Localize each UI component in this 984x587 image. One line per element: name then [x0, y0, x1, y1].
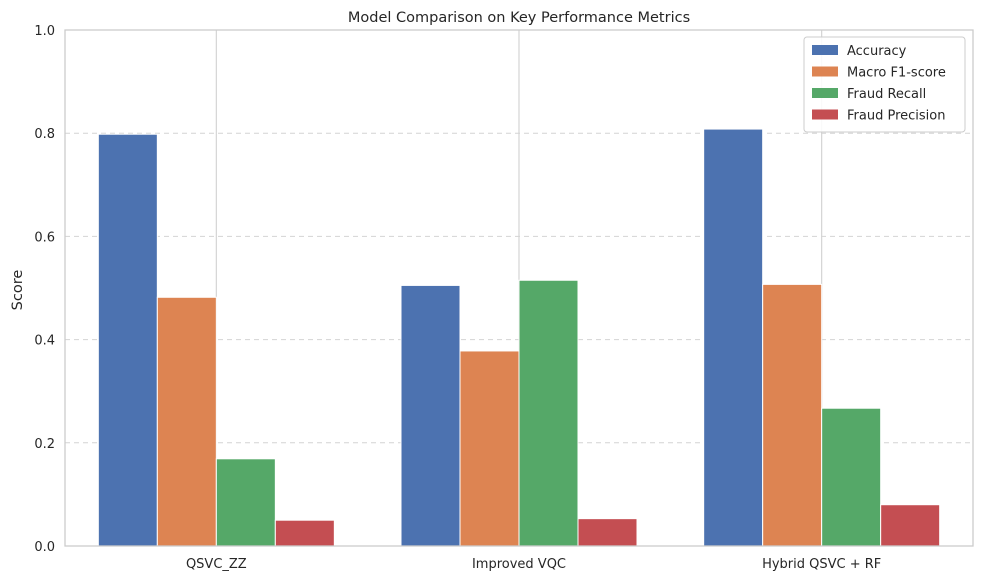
x-tick-label: Improved VQC [472, 557, 566, 572]
bars-layer [97, 128, 941, 547]
bar [97, 133, 158, 547]
y-tick-label: 0.0 [34, 540, 55, 555]
x-tick-label: QSVC_ZZ [186, 557, 247, 572]
legend-label: Fraud Precision [847, 109, 945, 124]
bar [703, 128, 764, 547]
bar [577, 518, 638, 547]
bar [274, 519, 335, 547]
y-tick-label: 0.6 [34, 230, 55, 245]
y-tick-label: 1.0 [34, 24, 55, 39]
legend-swatch [812, 88, 838, 98]
x-tick-labels: QSVC_ZZ Improved VQC Hybrid QSVC + RF [186, 557, 881, 572]
legend-label: Macro F1-score [847, 66, 946, 81]
y-tick-label: 0.4 [34, 334, 55, 349]
legend-swatch [812, 66, 838, 77]
legend-label: Fraud Recall [847, 87, 926, 102]
bar [459, 350, 520, 547]
legend-swatch [812, 109, 838, 120]
bar [762, 283, 823, 547]
bar [400, 284, 461, 547]
bar [518, 279, 579, 547]
legend-label: Accuracy [847, 44, 907, 59]
plot-frame [64, 29, 974, 547]
legend-box [803, 36, 966, 133]
chart-title: Model Comparison on Key Performance Metr… [348, 10, 690, 26]
y-tick-labels: 0.0 0.2 0.4 0.6 0.8 1.0 [34, 24, 55, 555]
bar [821, 407, 882, 547]
legend-swatch [812, 45, 838, 55]
y-tick-label: 0.2 [34, 437, 55, 452]
y-axis-label: Score [10, 270, 26, 311]
bar [880, 504, 941, 547]
legend: Accuracy Macro F1-score Fraud Recall Fraud … [803, 36, 966, 133]
y-tick-label: 0.8 [34, 127, 55, 142]
plot-border [64, 29, 974, 547]
bar [156, 296, 217, 547]
x-tick-label: Hybrid QSVC + RF [762, 557, 881, 572]
bar [215, 458, 276, 547]
